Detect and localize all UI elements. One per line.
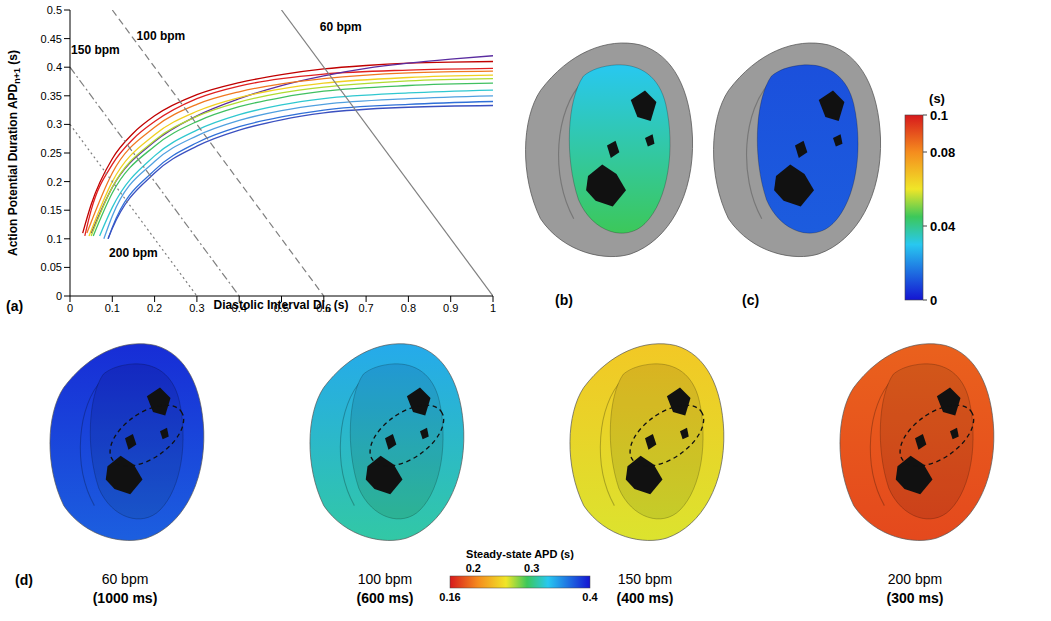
html-text:(300 ms): (300 ms) <box>886 590 944 606</box>
svg-text:Steady-state APD (s): Steady-state APD (s) <box>466 548 574 560</box>
html-text:200 bpm: 200 bpm <box>887 571 943 587</box>
svg-text:0.15: 0.15 <box>41 204 62 216</box>
svg-text:0.45: 0.45 <box>41 33 62 45</box>
html-text:(1000 ms): (1000 ms) <box>92 590 158 606</box>
html-text:(c): (c) <box>742 292 760 308</box>
svg-text:0.1: 0.1 <box>47 233 62 245</box>
html-text:(600 ms): (600 ms) <box>356 590 414 606</box>
html-text:Diastolic Interval DIn(s): Diastolic Interval DIn(s) <box>213 298 349 315</box>
html-text:Action Potential Duration APD: Action Potential Duration APD <box>5 83 20 256</box>
svg-text:1: 1 <box>490 302 496 314</box>
svg-text:0.4: 0.4 <box>582 591 598 603</box>
svg-text:0.16: 0.16 <box>439 591 460 603</box>
svg-text:0.3: 0.3 <box>189 302 204 314</box>
svg-text:0.7: 0.7 <box>358 302 373 314</box>
html-text:n+1: n+1 <box>12 68 23 84</box>
html-text:(a): (a) <box>6 298 24 314</box>
svg-text:0.08: 0.08 <box>930 145 955 160</box>
svg-text:0.2: 0.2 <box>147 302 162 314</box>
svg-text:0.1: 0.1 <box>105 302 120 314</box>
html-text:(d): (d) <box>15 572 33 588</box>
svg-text:0.04: 0.04 <box>930 219 956 234</box>
svg-text:150 bpm: 150 bpm <box>71 43 120 57</box>
svg-text:0: 0 <box>67 302 73 314</box>
svg-text:0.05: 0.05 <box>41 261 62 273</box>
html-text:(b): (b) <box>555 292 573 308</box>
html-text:100 bpm: 100 bpm <box>357 571 413 587</box>
svg-text:60 bpm: 60 bpm <box>320 20 362 34</box>
svg-text:0.2: 0.2 <box>47 176 62 188</box>
svg-text:0: 0 <box>56 290 62 302</box>
svg-text:(s): (s) <box>929 91 945 106</box>
svg-text:0.2: 0.2 <box>466 562 481 574</box>
svg-text:200 bpm: 200 bpm <box>109 246 158 260</box>
svg-text:0.3: 0.3 <box>47 118 62 130</box>
html-text:150 bpm: 150 bpm <box>617 571 673 587</box>
html-text:(400 ms): (400 ms) <box>616 590 674 606</box>
svg-text:0: 0 <box>930 293 937 308</box>
svg-text:0.3: 0.3 <box>524 562 539 574</box>
svg-text:0.8: 0.8 <box>401 302 416 314</box>
svg-text:0.5: 0.5 <box>47 4 62 16</box>
html-text:(s): (s) <box>5 50 20 68</box>
svg-text:0.25: 0.25 <box>41 147 62 159</box>
svg-text:0.4: 0.4 <box>47 61 62 73</box>
svg-text:0.9: 0.9 <box>443 302 458 314</box>
html-text:60 bpm: 60 bpm <box>101 571 149 587</box>
svg-text:100 bpm: 100 bpm <box>137 29 186 43</box>
svg-text:0.35: 0.35 <box>41 90 62 102</box>
svg-text:0.1: 0.1 <box>930 108 948 123</box>
